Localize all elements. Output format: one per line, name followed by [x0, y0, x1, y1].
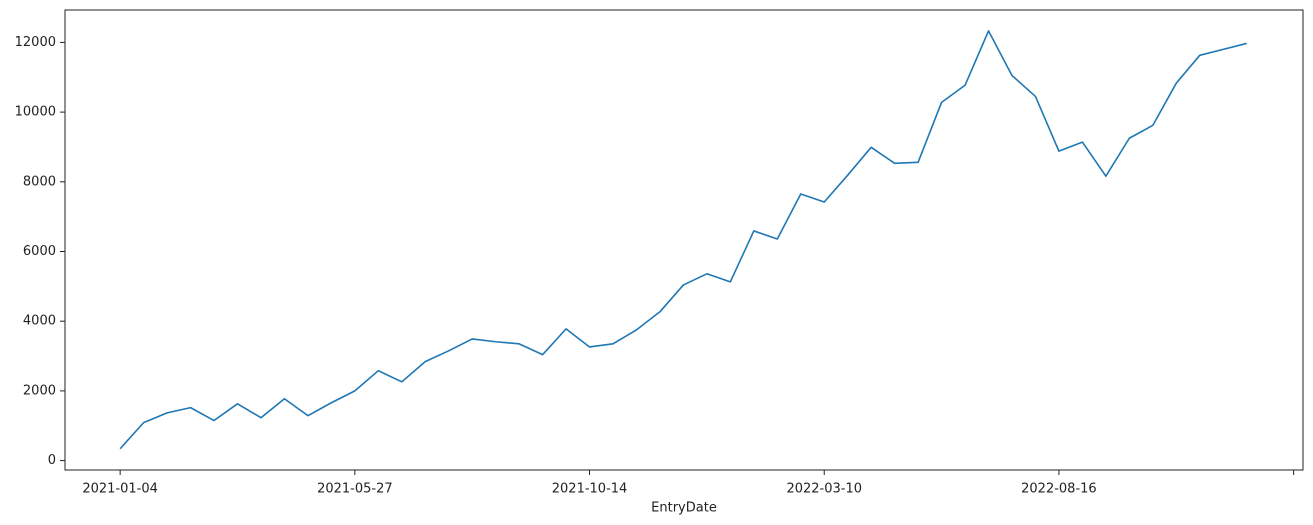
y-tick-label: 4000: [23, 314, 56, 329]
y-tick-label: 8000: [23, 174, 56, 189]
x-tick-label: 2021-10-14: [552, 482, 628, 497]
x-tick-label: 2021-01-04: [82, 482, 158, 497]
x-axis-label: EntryDate: [651, 501, 717, 516]
y-tick-label: 6000: [23, 244, 56, 259]
x-tick-label: 2022-03-10: [786, 482, 862, 497]
data-line: [119, 30, 1247, 450]
x-tick-label: 2022-08-16: [1021, 482, 1097, 497]
y-tick-label: 0: [48, 453, 56, 468]
plot-frame: [64, 9, 1304, 471]
x-tick-label: 2021-05-27: [317, 482, 393, 497]
y-tick-label: 12000: [15, 35, 56, 50]
y-tick-label: 2000: [23, 383, 56, 398]
y-tick-label: 10000: [15, 105, 56, 120]
